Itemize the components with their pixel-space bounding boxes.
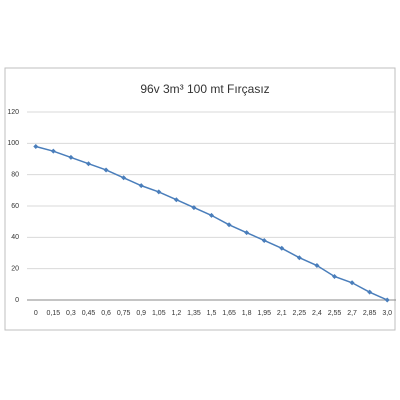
point-marker: [191, 205, 197, 211]
x-tick-label: 2,1: [277, 310, 287, 317]
point-marker: [226, 222, 232, 228]
point-marker: [138, 183, 144, 189]
x-tick-label: 1,05: [152, 310, 166, 317]
point-marker: [121, 175, 127, 181]
x-tick-label: 1,8: [242, 310, 252, 317]
point-marker: [279, 245, 285, 251]
point-marker: [209, 212, 214, 218]
x-tick-label: 0,15: [47, 310, 61, 317]
x-tick-label: 1,5: [207, 310, 217, 317]
y-tick-label: 120: [7, 109, 19, 116]
point-marker: [86, 161, 91, 167]
point-marker: [50, 148, 56, 154]
point-marker: [367, 289, 373, 295]
x-tick-label: 0,6: [101, 310, 111, 317]
x-tick-label: 2,25: [293, 310, 307, 317]
point-marker: [384, 297, 390, 303]
x-tick-label: 0,3: [66, 310, 76, 317]
x-tick-label: 2,55: [328, 310, 342, 317]
x-tick-label: 1,95: [257, 310, 271, 317]
y-tick-label: 100: [7, 140, 19, 147]
x-tick-label: 1,35: [187, 310, 201, 317]
point-marker: [332, 274, 337, 279]
point-marker: [103, 167, 109, 173]
x-tick-label: 2,85: [363, 310, 377, 317]
point-marker: [261, 237, 267, 243]
x-tick-label: 3,0: [382, 310, 392, 317]
x-tick-label: 0: [34, 310, 38, 317]
x-tick-label: 0,75: [117, 310, 131, 317]
point-marker: [314, 263, 320, 269]
x-tick-label: 2,4: [312, 310, 322, 317]
chart-frame: [4, 67, 396, 331]
x-tick-label: 0,45: [82, 310, 96, 317]
y-tick-label: 0: [15, 297, 19, 304]
point-marker: [68, 154, 74, 160]
y-tick-label: 20: [11, 266, 19, 273]
point-marker: [173, 197, 179, 203]
point-marker: [349, 280, 355, 286]
y-tick-label: 60: [11, 203, 19, 210]
point-marker: [33, 143, 39, 149]
x-tick-label: 1,2: [171, 310, 181, 317]
point-marker: [244, 230, 250, 236]
x-tick-label: 2,7: [347, 310, 357, 317]
point-marker: [156, 189, 162, 195]
x-tick-label: 0,9: [136, 310, 146, 317]
point-marker: [296, 255, 302, 261]
x-tick-label: 1,65: [222, 310, 236, 317]
y-tick-label: 80: [11, 172, 19, 179]
y-tick-label: 40: [11, 234, 19, 241]
chart-title: 96v 3m³ 100 mt Fırçasız: [140, 82, 269, 96]
